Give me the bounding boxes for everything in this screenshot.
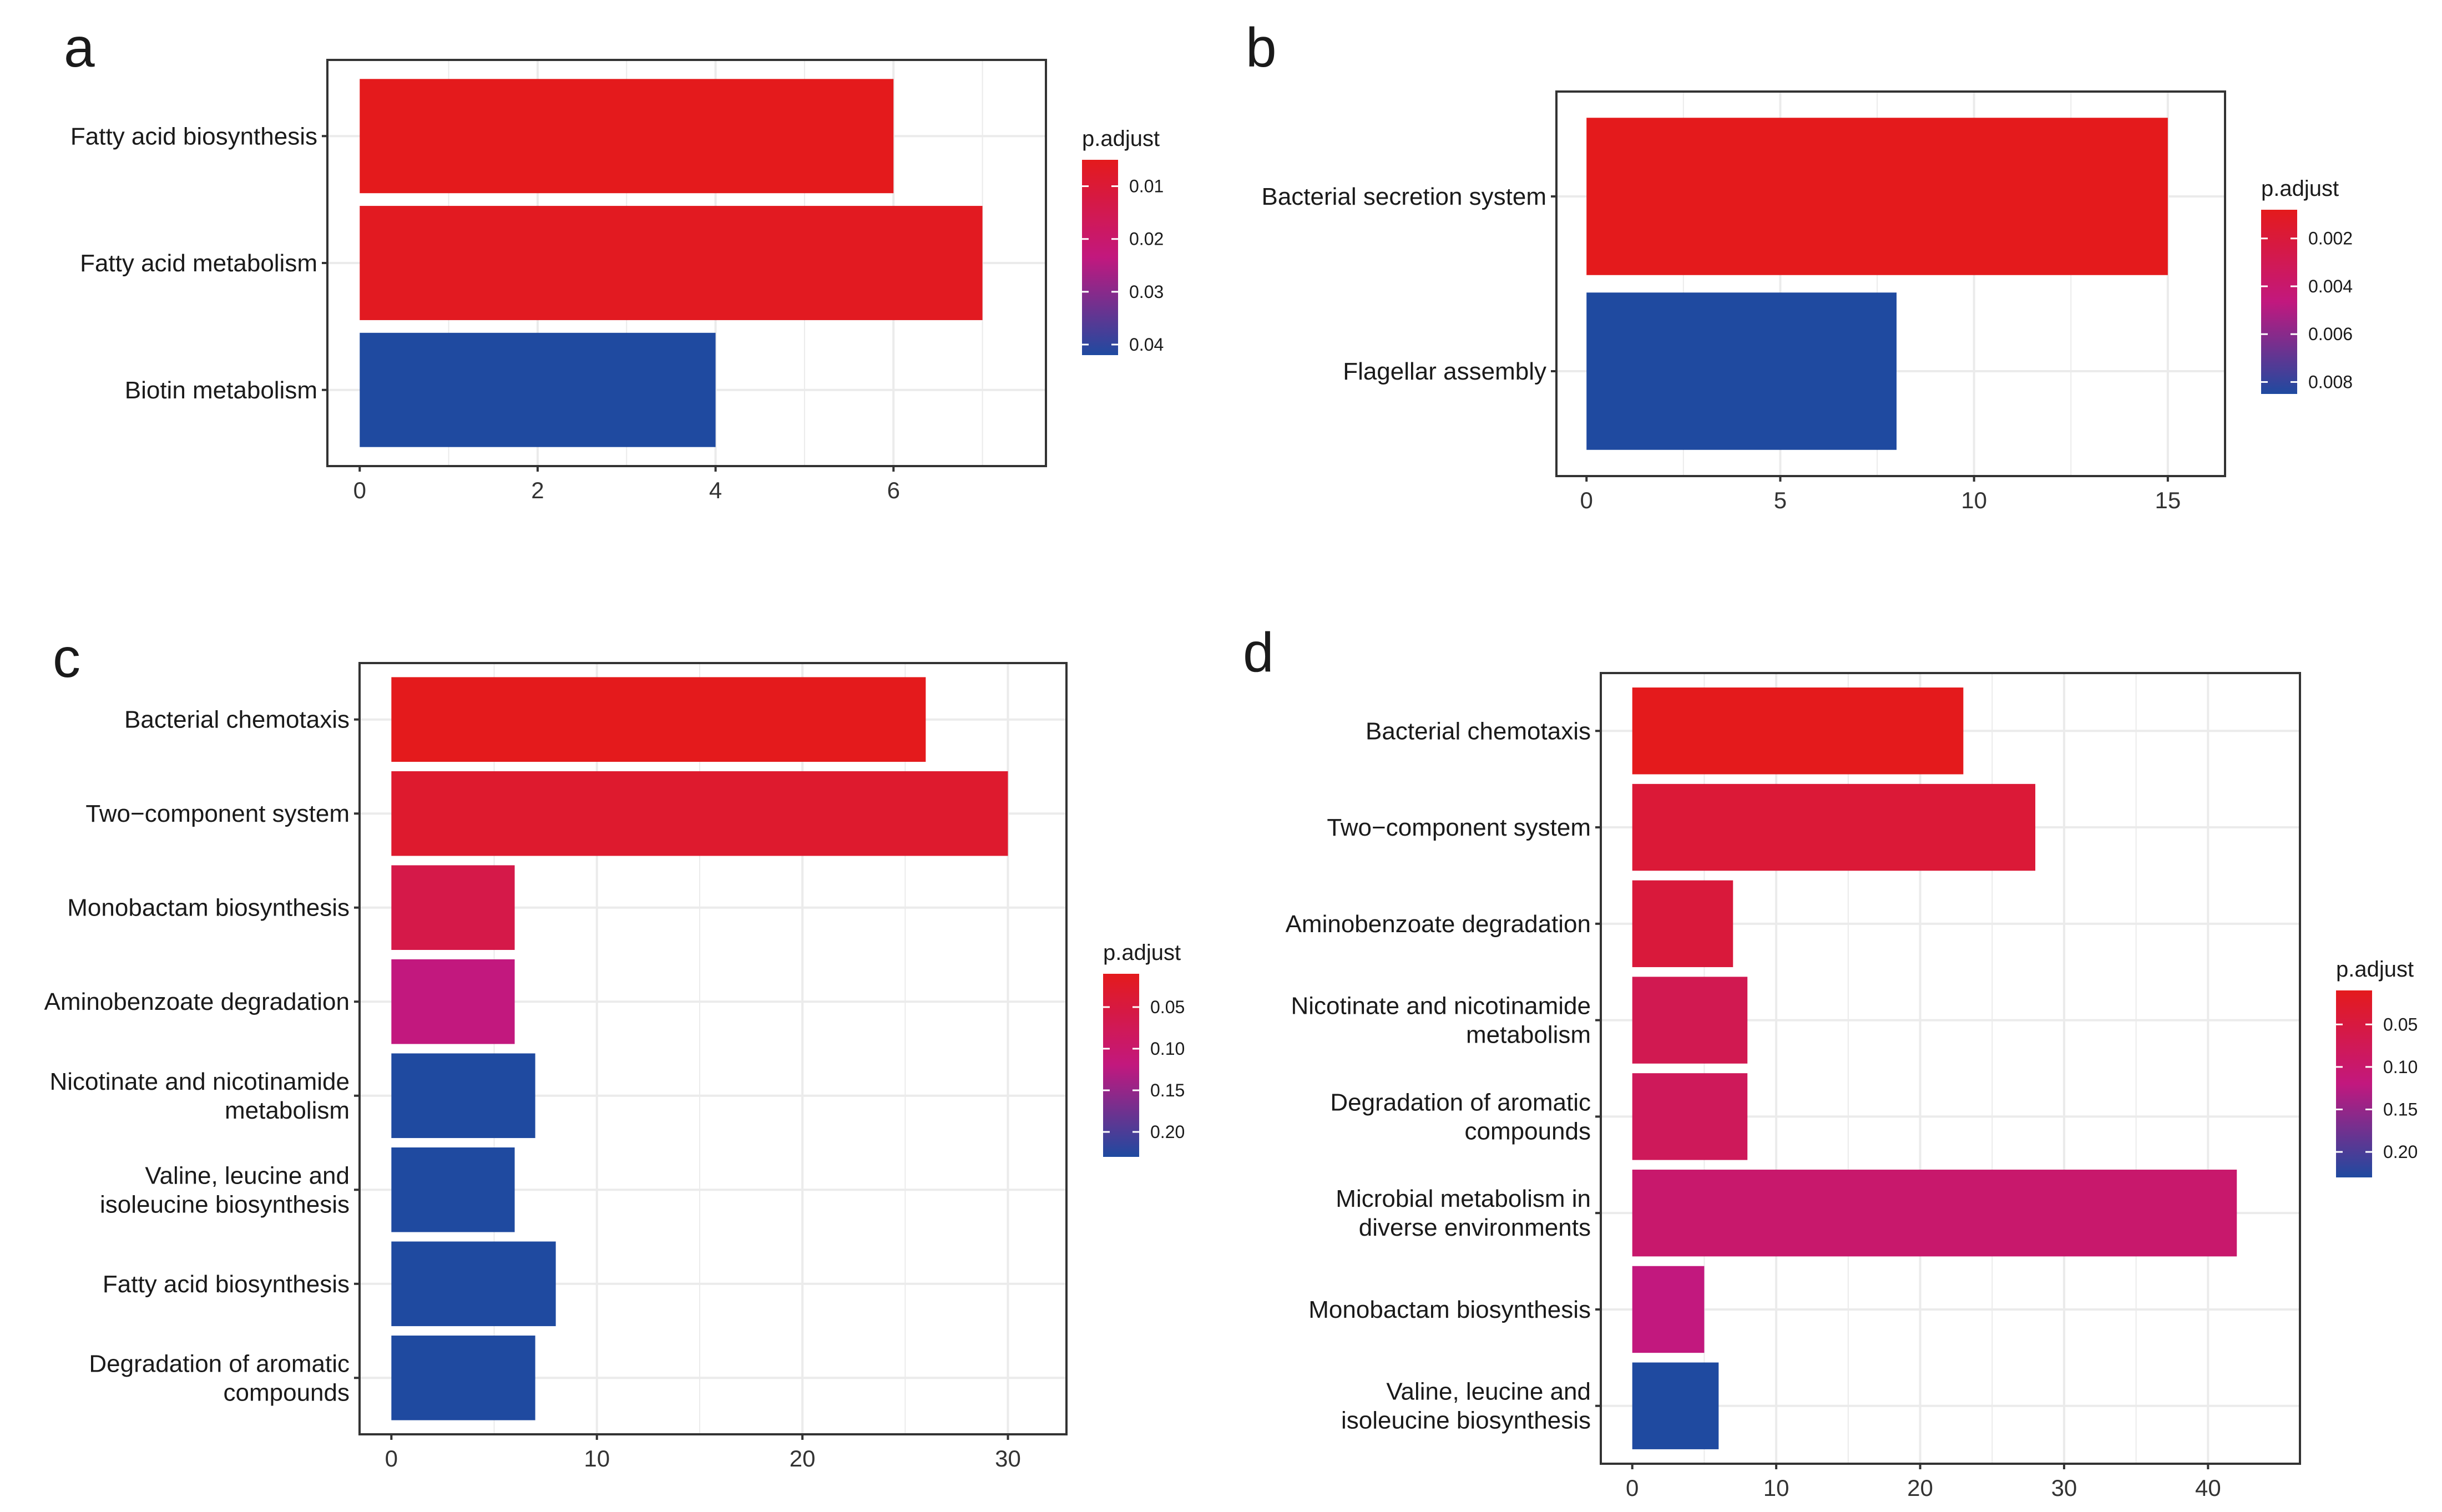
panel-letter-a: a [64,17,95,79]
bar [360,79,894,194]
legend-title: p.adjust [1103,940,1181,965]
category-label: Nicotinate and nicotinamide metabolism [1291,993,1591,1049]
legend-tick-label: 0.15 [2383,1099,2418,1119]
legend-tick-label: 0.01 [1129,176,1164,196]
legend-colorbar [1082,160,1118,355]
legend-tick-label: 0.20 [2383,1142,2418,1162]
bar [391,959,515,1044]
x-tick-label: 0 [353,477,366,503]
category-label: Bacterial chemotaxis [124,706,350,734]
x-tick-label: 0 [1580,487,1593,513]
category-label: Biotin metabolism [125,377,317,404]
legend-tick-label: 0.006 [2308,324,2353,344]
legend-tick-label: 0.002 [2308,229,2353,249]
bar [391,1241,556,1327]
bar [1632,977,1748,1064]
bar [1586,118,2168,275]
bar [1632,1266,1705,1353]
panel-c: c Bacterial chemotaxis Two−component syste… [44,627,1185,1471]
bar [391,1336,535,1420]
category-label: Fatty acid biosynthesis [70,123,317,150]
x-tick-label: 30 [995,1445,1021,1471]
x-tick-label: 0 [1626,1475,1639,1501]
x-tick-label: 6 [887,477,900,503]
legend-tick-label: 0.03 [1129,282,1164,302]
legend-tick-label: 0.20 [1150,1122,1185,1142]
legend-colorbar [1103,974,1139,1157]
bar [391,865,515,950]
category-label: Bacterial secretion system [1261,183,1546,210]
category-label: Monobactam biosynthesis [1308,1296,1591,1323]
legend-colorbar [2336,990,2372,1177]
category-label: Bacterial chemotaxis [1366,717,1591,745]
bar [1632,1073,1748,1160]
x-tick-label: 20 [1907,1475,1933,1501]
legend-tick-label: 0.15 [1150,1080,1185,1100]
legend-tick-label: 0.008 [2308,372,2353,392]
panel-letter-d: d [1243,621,1274,684]
bar [391,1053,535,1139]
x-tick-label: 40 [2195,1475,2221,1501]
x-tick-label: 5 [1774,487,1787,513]
legend-title: p.adjust [2261,176,2339,201]
category-label: Aminobenzoate degradation [1286,911,1591,938]
category-label: Nicotinate and nicotinamide metabolism [49,1068,350,1124]
legend-tick-label: 0.10 [2383,1057,2418,1077]
x-tick-label: 4 [709,477,722,503]
panel-a: a Fatty acid biosynthesis Fatty acid metab… [64,17,1164,503]
legend-tick-label: 0.05 [1150,997,1185,1017]
bar [391,1147,515,1232]
legend-tick-label: 0.05 [2383,1014,2418,1034]
bar [360,206,983,320]
category-label: Microbial metabolism in diverse environme… [1336,1185,1591,1241]
bar [391,771,1008,856]
x-tick-label: 15 [2155,487,2181,513]
panel-b: b Bacterial secretion system Flagellar ass… [1246,17,2353,513]
category-label: Flagellar assembly [1343,358,1546,385]
bar [1632,1362,1719,1449]
category-label: Two−component system [1327,814,1591,841]
category-label: Degradation of aromatic compounds [1330,1089,1591,1145]
legend-tick-label: 0.04 [1129,335,1164,355]
legend-title: p.adjust [1082,127,1160,151]
category-label: Fatty acid metabolism [80,250,317,277]
panel-d: d Bacterial chemotaxis Two−component syste… [1243,621,2418,1501]
x-tick-label: 20 [790,1445,816,1471]
panel-letter-b: b [1246,17,1277,79]
legend-colorbar [2261,210,2297,394]
category-label: Degradation of aromatic compounds [89,1350,350,1406]
x-tick-label: 10 [1961,487,1987,513]
category-label: Valine, leucine and isoleucine biosynthes… [100,1162,350,1218]
x-tick-label: 10 [584,1445,610,1471]
category-label: Two−component system [85,800,350,827]
category-label: Valine, leucine and isoleucine biosynthes… [1341,1378,1591,1434]
x-tick-label: 30 [2051,1475,2077,1501]
bar [1632,783,2036,871]
panel-letter-c: c [53,627,80,689]
bar [1586,292,1897,450]
legend-tick-label: 0.004 [2308,276,2353,296]
legend-tick-label: 0.02 [1129,229,1164,249]
bar [1632,880,1733,968]
bar [391,677,926,762]
legend-title: p.adjust [2336,957,2414,982]
category-label: Aminobenzoate degradation [44,988,350,1015]
category-label: Fatty acid biosynthesis [103,1271,350,1298]
x-tick-label: 0 [385,1445,398,1471]
category-label: Monobactam biosynthesis [67,894,350,922]
bar [1632,1169,2237,1257]
legend-tick-label: 0.10 [1150,1039,1185,1059]
x-tick-label: 10 [1763,1475,1789,1501]
bar [360,332,716,447]
bar [1632,687,1964,775]
x-tick-label: 2 [531,477,544,503]
